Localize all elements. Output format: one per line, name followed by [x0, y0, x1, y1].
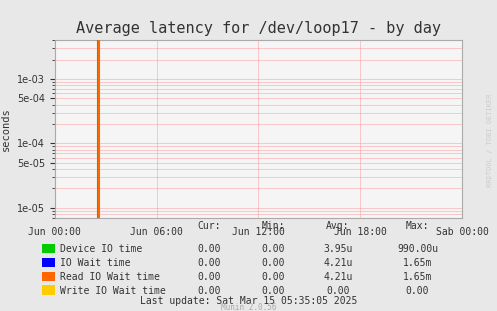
Text: Last update: Sat Mar 15 05:35:05 2025: Last update: Sat Mar 15 05:35:05 2025 — [140, 296, 357, 306]
Text: 4.21u: 4.21u — [323, 258, 353, 268]
Text: 3.95u: 3.95u — [323, 244, 353, 254]
Text: Max:: Max: — [406, 220, 429, 230]
Text: 4.21u: 4.21u — [323, 272, 353, 282]
Text: 0.00: 0.00 — [197, 244, 221, 254]
Text: IO Wait time: IO Wait time — [60, 258, 130, 268]
Text: 0.00: 0.00 — [197, 286, 221, 296]
Text: 0.00: 0.00 — [197, 258, 221, 268]
Y-axis label: seconds: seconds — [1, 107, 11, 151]
Text: Munin 2.0.56: Munin 2.0.56 — [221, 303, 276, 311]
Text: Avg:: Avg: — [326, 220, 350, 230]
Title: Average latency for /dev/loop17 - by day: Average latency for /dev/loop17 - by day — [76, 21, 441, 36]
Text: 0.00: 0.00 — [406, 286, 429, 296]
Text: RRDTOOL / TOBI OETIKER: RRDTOOL / TOBI OETIKER — [487, 93, 493, 187]
Text: Cur:: Cur: — [197, 220, 221, 230]
Text: 0.00: 0.00 — [197, 272, 221, 282]
Text: 0.00: 0.00 — [261, 258, 285, 268]
Text: 1.65m: 1.65m — [403, 272, 432, 282]
Text: 0.00: 0.00 — [261, 272, 285, 282]
Text: 0.00: 0.00 — [261, 244, 285, 254]
Text: 1.65m: 1.65m — [403, 258, 432, 268]
Text: Min:: Min: — [261, 220, 285, 230]
Text: Write IO Wait time: Write IO Wait time — [60, 286, 166, 296]
Text: 0.00: 0.00 — [326, 286, 350, 296]
Text: 990.00u: 990.00u — [397, 244, 438, 254]
Text: Device IO time: Device IO time — [60, 244, 142, 254]
Text: Read IO Wait time: Read IO Wait time — [60, 272, 160, 282]
Text: 0.00: 0.00 — [261, 286, 285, 296]
